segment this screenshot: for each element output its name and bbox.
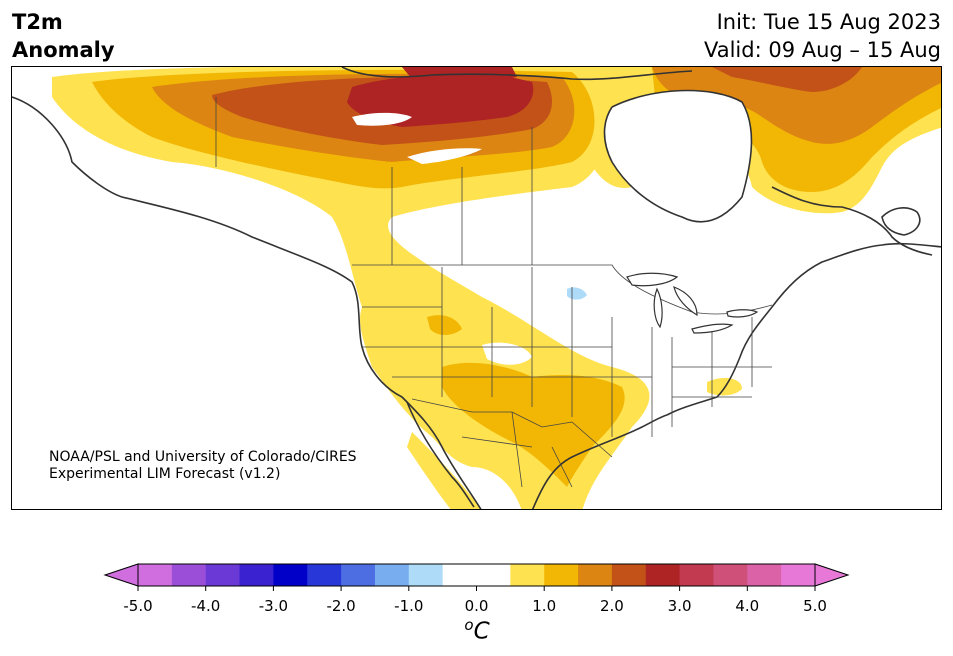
colorbar-bin bbox=[138, 564, 173, 586]
coastline-arctic bbox=[341, 67, 693, 81]
lake-ontario bbox=[726, 309, 759, 318]
colorbar-tick-label: -3.0 bbox=[258, 597, 289, 615]
snake-plain-gap bbox=[482, 342, 532, 365]
map-title: T2m Anomaly bbox=[12, 8, 115, 64]
border-us-mexico bbox=[411, 398, 613, 458]
lake-great-bear bbox=[352, 112, 412, 126]
colorbar-bin bbox=[578, 564, 613, 586]
colorbar-tick-label: 5.0 bbox=[803, 597, 827, 615]
colorbar-tick-label: -5.0 bbox=[123, 597, 153, 615]
colorbar-tick-label: 0.0 bbox=[464, 597, 489, 615]
anomaly-cool-spot bbox=[567, 287, 587, 300]
anomaly-band-4b bbox=[712, 67, 862, 92]
colorbar-bin bbox=[205, 564, 241, 586]
colorbar-bin bbox=[679, 564, 714, 586]
anomaly-map bbox=[11, 66, 942, 510]
colorbar-tick-marks bbox=[137, 586, 816, 591]
great-lakes bbox=[626, 272, 759, 334]
lake-erie bbox=[691, 323, 734, 334]
colorbar-bin bbox=[408, 564, 444, 586]
border-mexico-states bbox=[461, 411, 573, 488]
anomaly-band-3b bbox=[652, 67, 941, 144]
colorbar-bin bbox=[713, 564, 748, 586]
colorbar-tick-label: 1.0 bbox=[532, 597, 557, 615]
map-canvas bbox=[12, 67, 941, 509]
coastline-baja bbox=[406, 401, 475, 508]
colorbar-bin bbox=[645, 564, 681, 586]
coastline-hudson-bay bbox=[603, 89, 753, 223]
unit-base: C bbox=[473, 618, 490, 645]
hudson-bay bbox=[604, 90, 752, 222]
colorbar-bin bbox=[781, 564, 816, 586]
colorbar bbox=[0, 560, 953, 656]
valid-range: Valid: 09 Aug – 15 Aug bbox=[703, 38, 941, 62]
colorbar-tick-label: -2.0 bbox=[326, 597, 356, 615]
colorbar-tick-label: 2.0 bbox=[599, 597, 624, 615]
border-canada-provinces bbox=[391, 127, 533, 265]
credit-line-2: Experimental LIM Forecast (v1.2) bbox=[49, 466, 281, 482]
lake-great-slave bbox=[407, 148, 482, 164]
init-date: Init: Tue 15 Aug 2023 bbox=[716, 10, 941, 34]
colorbar-extend-high bbox=[814, 563, 850, 587]
colorbar-tick-label: -1.0 bbox=[394, 597, 424, 615]
colorbar-tick-label: -4.0 bbox=[191, 597, 221, 615]
credit-line-1: NOAA/PSL and University of Colorado/CIRE… bbox=[49, 449, 357, 465]
colorbar-bin bbox=[239, 564, 274, 586]
border-us-states-west bbox=[362, 267, 653, 437]
colorbar-bin bbox=[273, 564, 308, 586]
coastline-pacific bbox=[12, 96, 482, 509]
colorbar-bin bbox=[341, 564, 376, 586]
colorbar-bin bbox=[747, 564, 782, 586]
forecast-dates: Init: Tue 15 Aug 2023 Valid: 09 Aug – 15… bbox=[704, 8, 941, 64]
colorbar-bins bbox=[138, 564, 816, 586]
colorbar-bin bbox=[544, 564, 579, 586]
coastline-gulf-mexico bbox=[531, 414, 668, 509]
colorbar-bin bbox=[442, 564, 511, 586]
unit-superscript: o bbox=[464, 616, 474, 634]
lake-michigan bbox=[653, 287, 663, 329]
colorbar-bin bbox=[611, 564, 647, 586]
title-variable: T2m bbox=[12, 10, 63, 34]
colorbar-svg bbox=[103, 563, 850, 591]
colorbar-bin bbox=[171, 564, 207, 586]
anomaly-shading bbox=[52, 67, 941, 509]
coastline-labrador bbox=[771, 186, 933, 256]
lake-huron bbox=[673, 286, 698, 317]
colorbar-bin bbox=[374, 564, 410, 586]
colorbar-tick-label: 4.0 bbox=[735, 597, 760, 615]
data-credit: NOAA/PSL and University of Colorado/CIRE… bbox=[49, 449, 357, 483]
colorbar-extend-low bbox=[103, 563, 139, 587]
border-us-states-east bbox=[671, 317, 772, 427]
anomaly-band-2d bbox=[427, 315, 462, 335]
anomaly-band-2c bbox=[442, 362, 625, 487]
colorbar-bin bbox=[510, 564, 545, 586]
colorbar-tick-label: 3.0 bbox=[667, 597, 692, 615]
title-type: Anomaly bbox=[12, 38, 115, 62]
colorbar-bin bbox=[307, 564, 342, 586]
lake-superior bbox=[626, 272, 679, 287]
coastline-newfoundland bbox=[881, 207, 921, 236]
colorbar-unit-label: oC bbox=[464, 616, 489, 645]
